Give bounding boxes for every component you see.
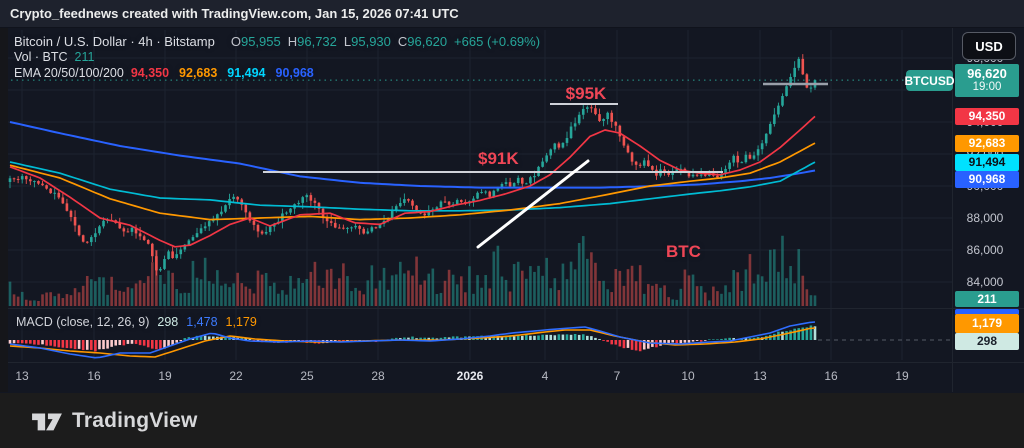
symbol-legend-row: Bitcoin / U.S. Dollar · 4h · Bitstamp O9…: [14, 34, 540, 49]
attribution-text: Crypto_feednews created with TradingView…: [10, 6, 459, 21]
ema-value: 90,968: [275, 66, 314, 80]
volume-legend-row: Vol · BTC 211: [14, 50, 94, 64]
price-pill: 298: [955, 333, 1019, 350]
time-axis-tick: 13: [753, 369, 767, 383]
last-price-pill: 96,620 19:00: [955, 64, 1019, 97]
close-value: 96,620: [407, 34, 448, 49]
time-axis-tick: 2026: [456, 369, 484, 383]
tradingview-logo-text: TradingView: [72, 408, 198, 432]
ema-value: 94,350: [130, 66, 170, 80]
ema-value: 91,494: [227, 66, 266, 80]
time-axis-tick: 19: [895, 369, 909, 383]
low-label: L: [343, 34, 352, 49]
macd-line-pill: [955, 309, 1019, 315]
low-value: 95,930: [351, 34, 391, 49]
ema-value: 92,683: [179, 66, 218, 80]
open-value: 95,955: [240, 34, 281, 49]
tradingview-logo-icon: [32, 413, 62, 430]
macd-line-value: 1,478: [186, 315, 218, 329]
logo-bar: TradingView: [0, 393, 1024, 448]
time-axis-tick: 22: [229, 369, 243, 383]
attribution-bar: Crypto_feednews created with TradingView…: [0, 0, 1024, 28]
currency-toggle-button[interactable]: USD: [962, 32, 1016, 60]
annotation-95k: $95K: [565, 84, 607, 103]
last-price-symbol-tag: BTCUSD: [905, 70, 955, 91]
price-axis-tick: 86,000: [966, 243, 1004, 257]
price-pill: 1,179: [955, 314, 1019, 333]
ema-label: EMA 20/50/100/200: [14, 66, 124, 80]
time-axis-tick: 25: [300, 369, 314, 383]
price-pill: 94,350: [955, 108, 1019, 125]
price-axis-tick: 84,000: [966, 275, 1004, 289]
time-axis-tick: 19: [158, 369, 172, 383]
time-axis-tick: 28: [371, 369, 385, 383]
ema-values: 94,350 92,683 91,494 90,968: [131, 66, 314, 80]
price-pill: 91,494: [955, 154, 1019, 171]
annotation-91k: $91K: [478, 149, 519, 168]
bar-countdown: 19:00: [972, 81, 1002, 93]
volume-label: Vol · BTC: [14, 50, 68, 64]
time-axis-tick: 4: [541, 369, 549, 383]
price-pill: 90,968: [955, 171, 1019, 188]
last-price-value: 96,620: [967, 66, 1007, 81]
high-label: H: [287, 34, 298, 49]
time-axis-tick: 13: [15, 369, 29, 383]
time-axis-tick: 10: [681, 369, 695, 383]
price-pill: 211: [955, 291, 1019, 307]
price-pill: 92,683: [955, 135, 1019, 152]
macd-hist-value: 298: [157, 315, 179, 329]
high-value: 96,732: [297, 34, 337, 49]
macd-legend-row: MACD (close, 12, 26, 9) 298 1,478 1,179: [16, 315, 257, 329]
close-label: C: [397, 34, 408, 49]
open-label: O: [230, 34, 241, 49]
left-margin-strip: [0, 28, 8, 392]
change-value: +665 (+0.69%): [454, 34, 541, 49]
time-axis-tick: 16: [824, 369, 838, 383]
price-axis-tick: 88,000: [966, 211, 1004, 225]
time-axis-tick: 7: [613, 369, 621, 383]
macd-title: MACD (close, 12, 26, 9): [16, 315, 150, 329]
volume-value: 211: [74, 50, 95, 64]
time-axis-tick: 16: [87, 369, 101, 383]
annotation-btc: BTC: [666, 242, 701, 261]
ema-legend-row: EMA 20/50/100/200 94,350 92,683 91,494 90,9…: [14, 66, 314, 80]
symbol-title: Bitcoin / U.S. Dollar · 4h · Bitstamp: [14, 34, 215, 49]
macd-signal-value: 1,179: [225, 315, 257, 329]
